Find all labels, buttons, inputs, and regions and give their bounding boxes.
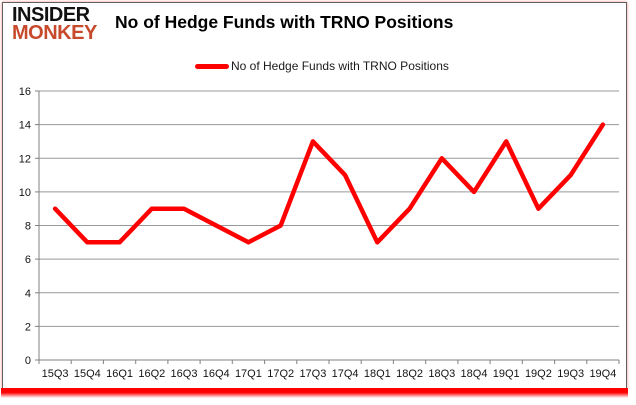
legend-label: No of Hedge Funds with TRNO Positions <box>231 59 449 73</box>
svg-text:18Q4: 18Q4 <box>461 368 488 380</box>
legend: No of Hedge Funds with TRNO Positions <box>195 59 449 73</box>
svg-text:2: 2 <box>25 321 31 333</box>
svg-text:15Q4: 15Q4 <box>74 368 101 380</box>
svg-text:19Q2: 19Q2 <box>525 368 552 380</box>
chart-panel: INSIDER MONKEY No of Hedge Funds with TR… <box>1 2 628 398</box>
svg-text:17Q4: 17Q4 <box>332 368 359 380</box>
chart-title: No of Hedge Funds with TRNO Positions <box>115 12 454 32</box>
svg-text:16Q4: 16Q4 <box>203 368 230 380</box>
line-chart: 0 2 4 6 8 10 12 14 16 15Q3 15Q4 16Q1 16Q2 16Q3 16Q4 17Q… <box>19 86 620 380</box>
svg-text:4: 4 <box>25 288 31 300</box>
svg-text:19Q3: 19Q3 <box>557 368 584 380</box>
svg-text:19Q4: 19Q4 <box>589 368 616 380</box>
svg-text:16Q3: 16Q3 <box>171 368 198 380</box>
svg-text:14: 14 <box>19 120 31 132</box>
svg-text:6: 6 <box>25 254 31 266</box>
svg-text:12: 12 <box>19 153 31 165</box>
svg-text:17Q2: 17Q2 <box>267 368 294 380</box>
insider-monkey-logo: INSIDER MONKEY <box>12 4 97 44</box>
logo-insider-text: INSIDER <box>12 4 90 26</box>
svg-text:18Q1: 18Q1 <box>364 368 391 380</box>
svg-text:16: 16 <box>19 86 31 98</box>
svg-text:16Q1: 16Q1 <box>106 368 133 380</box>
svg-text:17Q1: 17Q1 <box>235 368 262 380</box>
legend-line-marker-icon <box>195 63 229 69</box>
svg-text:18Q3: 18Q3 <box>428 368 455 380</box>
svg-text:10: 10 <box>19 187 31 199</box>
svg-text:8: 8 <box>25 221 31 233</box>
svg-text:0: 0 <box>25 355 31 367</box>
svg-text:19Q1: 19Q1 <box>493 368 520 380</box>
svg-text:15Q3: 15Q3 <box>42 368 69 380</box>
svg-text:18Q2: 18Q2 <box>396 368 423 380</box>
svg-text:17Q3: 17Q3 <box>299 368 326 380</box>
logo-monkey-text: MONKEY <box>12 22 97 44</box>
svg-text:16Q2: 16Q2 <box>138 368 165 380</box>
